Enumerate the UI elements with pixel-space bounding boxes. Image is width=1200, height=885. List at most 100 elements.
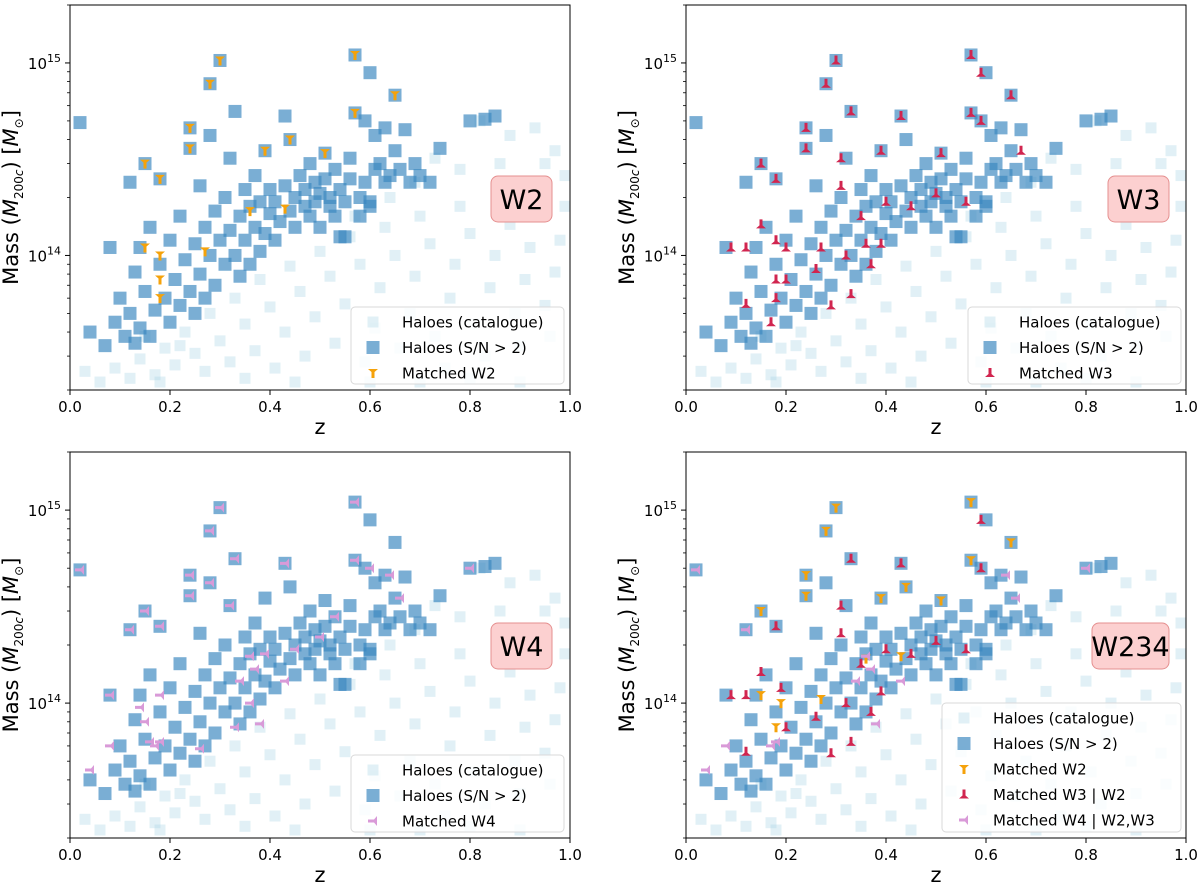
- x-tick-label: 1.0: [1174, 846, 1198, 864]
- y-tick-label: 1015: [28, 499, 61, 520]
- legend: Haloes (catalogue) Haloes (S/N > 2) Matche…: [350, 306, 565, 385]
- sn-halo-point: [193, 626, 207, 640]
- catalogue-halo-point: [524, 241, 536, 253]
- sn-halo-point: [899, 133, 913, 147]
- catalogue-halo-point: [179, 326, 191, 338]
- matched-w3-point: [976, 563, 986, 573]
- catalogue-halo-point: [1080, 675, 1092, 687]
- matched-w3-point: [801, 143, 811, 153]
- catalogue-halo-point: [264, 749, 276, 761]
- sn-halo-point: [814, 291, 828, 305]
- matched-w4-point: [1011, 593, 1020, 604]
- catalogue-halo-point: [424, 238, 436, 250]
- sn-halo-point: [288, 191, 302, 204]
- sn-halo-point: [373, 604, 387, 618]
- sn-halo-point: [724, 315, 738, 329]
- sn-halo-point: [138, 732, 152, 746]
- catalogue-halo-point: [1105, 249, 1117, 261]
- catalogue-halo-point: [154, 824, 166, 836]
- catalogue-halo-point: [785, 359, 797, 371]
- y-tick-label: 1014: [28, 244, 61, 265]
- matched-w4-point: [290, 644, 299, 655]
- x-tick-label: 0.6: [974, 846, 998, 864]
- sn-halo-point: [944, 610, 958, 624]
- matched-w3-point: [771, 274, 781, 284]
- sn-halo-point: [959, 599, 973, 613]
- sn-halo-point: [173, 746, 187, 760]
- sn-halo-point: [929, 668, 943, 682]
- catalogue-halo-point: [414, 658, 426, 670]
- matched-w4-point: [245, 651, 254, 662]
- matched-w2-point: [185, 123, 195, 133]
- sn-halo-point: [914, 630, 928, 644]
- matched-w4-point: [701, 765, 710, 776]
- catalogue-halo-point: [464, 675, 476, 687]
- catalogue-halo-point: [329, 785, 341, 797]
- matched-w3-point: [976, 67, 986, 77]
- catalogue-halo-point: [124, 372, 136, 384]
- sn-halo-point: [188, 306, 202, 320]
- catalogue-halo-point: [504, 129, 516, 141]
- matched-w4-point: [255, 718, 264, 729]
- sn-halo-point: [353, 209, 367, 223]
- legend-label: Haloes (catalogue): [993, 710, 1134, 728]
- sn-halo-point: [804, 684, 818, 698]
- sn-halo-point: [228, 248, 242, 262]
- catalogue-halo-point: [169, 359, 181, 371]
- sn-halo-point: [944, 209, 958, 223]
- sn-halo-point: [1094, 560, 1108, 574]
- catalogue-halo-point: [1070, 200, 1082, 212]
- catalogue-halo-point: [725, 362, 737, 374]
- sn-halo-point: [919, 157, 933, 171]
- catalogue-halo-point: [695, 365, 707, 377]
- x-axis-label: z: [930, 415, 941, 439]
- catalogue-halo-point: [454, 648, 466, 660]
- sn-halo-point: [749, 321, 763, 335]
- catalogue-halo-point: [820, 755, 832, 767]
- catalogue-halo-point: [329, 337, 341, 349]
- sn-halo-point: [103, 240, 117, 254]
- sn-halo-point: [308, 175, 322, 189]
- matched-w3-point: [836, 628, 846, 638]
- matched-w3-point: [821, 78, 831, 88]
- sn-halo-point: [904, 191, 918, 204]
- sn-halo-point: [864, 616, 878, 630]
- matched-w4-point: [395, 593, 404, 604]
- sn-halo-point: [1014, 123, 1028, 137]
- sn-halo-point: [283, 652, 297, 666]
- sn-halo-point: [819, 696, 833, 710]
- sn-halo-point: [333, 230, 347, 244]
- catalogue-halo-point: [379, 221, 391, 233]
- sn-halo-point: [253, 195, 267, 209]
- sn-halo-point: [1014, 570, 1028, 584]
- matched-w3-point: [756, 219, 766, 229]
- matched-w3-point: [966, 49, 976, 59]
- catalogue-halo-point: [900, 260, 912, 272]
- catalogue-halo-point: [1005, 249, 1017, 261]
- sn-halo-point: [313, 220, 327, 234]
- sn-halo-point: [278, 179, 292, 193]
- sn-halo-point: [769, 705, 783, 719]
- matched-w2-point: [901, 582, 911, 592]
- sn-halo-point: [1039, 623, 1053, 637]
- matched-w4-point: [350, 555, 359, 566]
- catalogue-halo-point: [1135, 273, 1147, 285]
- matched-w4-point: [105, 740, 114, 751]
- legend-label: Haloes (S/N > 2): [402, 339, 527, 357]
- sn-halo-point: [739, 754, 753, 768]
- sn-halo-point: [1024, 604, 1038, 618]
- sn-halo-point: [318, 594, 332, 608]
- sn-halo-point: [233, 209, 247, 223]
- sn-halo-point: [809, 715, 823, 729]
- sn-halo-point: [403, 623, 417, 637]
- catalogue-halo-point: [1170, 234, 1182, 246]
- catalogue-halo-point: [494, 605, 506, 617]
- matched-w4-point: [280, 676, 289, 687]
- legend-box: [350, 306, 565, 385]
- sn-halo-point: [904, 668, 918, 682]
- sn-halo-point: [969, 638, 983, 652]
- catalogue-halo-point: [765, 817, 777, 829]
- sn-halo-point: [814, 668, 828, 682]
- sn-halo-point: [263, 630, 277, 644]
- catalogue-halo-point: [910, 733, 922, 745]
